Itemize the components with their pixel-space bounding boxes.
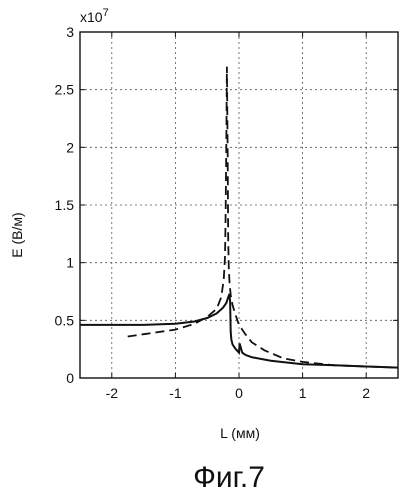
y-tick-label: 0: [66, 370, 74, 386]
x-tick-label: -2: [106, 385, 119, 401]
x-tick-label: 0: [235, 385, 243, 401]
y-axis-label: E (В/м): [9, 212, 25, 257]
y-tick-label: 2: [66, 139, 74, 155]
x-axis-label: L (мм): [220, 425, 260, 441]
series-line-dashed: [128, 67, 398, 368]
y-tick-label: 1.5: [55, 197, 75, 213]
x-tick-label: 1: [299, 385, 307, 401]
x-tick-label: -1: [169, 385, 182, 401]
series-line-solid: [80, 294, 398, 368]
y-tick-label: 2.5: [55, 82, 75, 98]
y-tick-label: 3: [66, 24, 74, 40]
grid: [80, 32, 398, 378]
x-tick-label: 2: [362, 385, 370, 401]
y-tick-label: 1: [66, 255, 74, 271]
y-multiplier-exp: 7: [103, 7, 109, 19]
y-tick-label: 0.5: [55, 312, 75, 328]
y-multiplier: x107: [80, 7, 109, 25]
figure-caption: Фиг.7: [193, 461, 265, 494]
y-multiplier-base: x10: [80, 9, 103, 25]
